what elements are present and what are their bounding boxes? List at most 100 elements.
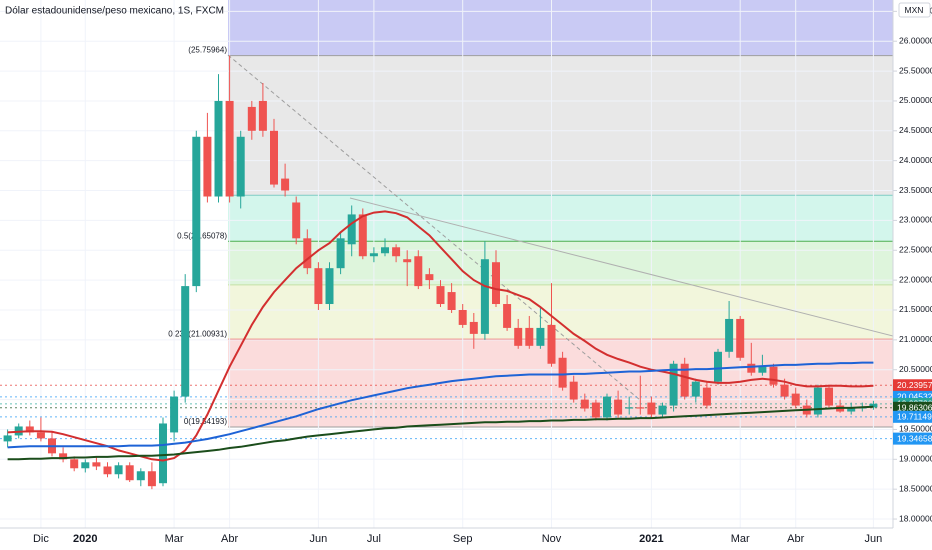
candle-body [591, 402, 600, 418]
x-tick-label: 2021 [639, 533, 663, 545]
candle-body [258, 100, 267, 131]
candle-body [514, 327, 523, 346]
candle-body [181, 286, 190, 397]
currency-box[interactable] [898, 2, 931, 18]
candle-body [747, 363, 756, 373]
fib-label: 0.236(21.00931) [168, 329, 227, 338]
fib-zones: (25.75964) 0.5(22.65078) 0.236(21.00931) 0(… [168, 0, 893, 428]
price-label-box [893, 410, 932, 423]
y-tick-label: 26.00000 [899, 35, 932, 45]
candle-body [192, 136, 201, 287]
moving-average [7, 405, 874, 461]
y-tick-label: 21.00000 [899, 334, 932, 344]
candle-body [114, 465, 123, 475]
moving-average [7, 361, 874, 449]
x-tick-label: Dic [33, 533, 49, 545]
y-tick-label: 24.00000 [899, 155, 932, 165]
moving-average [7, 210, 874, 462]
price-label-box [893, 432, 932, 445]
price-label-box [893, 379, 932, 392]
candle-body [3, 435, 12, 442]
candle-body [580, 399, 589, 409]
candle-body [314, 268, 323, 305]
candle-body [247, 106, 256, 131]
candle-body [347, 214, 356, 245]
price-label: 20.04532 [897, 392, 932, 402]
candle-body [159, 423, 167, 484]
candle-body [70, 459, 79, 469]
candle-body [136, 471, 145, 481]
fib-label: (25.75964) [188, 46, 227, 55]
candle-body [691, 381, 700, 397]
candle-body [425, 274, 434, 281]
y-tick-label: 25.00000 [899, 95, 932, 105]
y-tick-label: 18.00000 [899, 513, 932, 523]
plot-area [0, 54, 893, 490]
fib-zone [228, 195, 893, 242]
x-tick-label: Mar [165, 533, 184, 545]
candle-body [658, 405, 667, 415]
candle-body [825, 387, 833, 406]
candle-body [492, 262, 500, 305]
candle-body [536, 327, 545, 346]
candle-body [414, 256, 423, 287]
chart-title: Dólar estadounidense/peso mexicano, 1S, … [5, 6, 224, 17]
candle-body [736, 318, 745, 358]
candle-body [791, 393, 800, 406]
candle-body [525, 327, 534, 346]
candle-body [36, 432, 45, 439]
fib-zone [228, 55, 893, 196]
candle-body [469, 321, 478, 334]
candle-body [669, 363, 678, 406]
candle-body [869, 403, 878, 408]
candle-body [403, 259, 412, 263]
price-label: 19.86306 [897, 403, 932, 413]
price-label: 19.34658 [897, 433, 932, 443]
candle-body [59, 453, 68, 460]
x-tick-label: Mar [731, 533, 750, 545]
candle-body [303, 238, 312, 269]
candle-body [480, 259, 489, 334]
candle-body [569, 381, 578, 400]
y-tick-label: 22.50000 [899, 245, 932, 255]
x-tick-label: Jun [865, 533, 883, 545]
candle-body [847, 408, 856, 412]
candle-body [369, 253, 378, 257]
candle-body [292, 202, 301, 239]
candle-body [125, 465, 134, 481]
trend-line [227, 54, 641, 401]
candle-body [547, 324, 556, 364]
candle-body [214, 100, 223, 197]
candle-body [680, 363, 689, 397]
fib-label: 0(19.54193) [184, 417, 227, 426]
candle-body [236, 136, 245, 197]
trend-line [349, 197, 893, 337]
currency-label[interactable]: MXN [905, 5, 924, 15]
price-label-box [893, 401, 932, 414]
candle-body [92, 462, 101, 467]
candle-body [270, 130, 278, 185]
candle-body [147, 471, 156, 487]
candle-body [503, 304, 512, 328]
candle-body [325, 268, 334, 305]
candle-body [636, 407, 645, 409]
y-tick-label: 23.00000 [899, 215, 932, 225]
x-tick-label: Jun [310, 533, 328, 545]
y-tick-label: 24.50000 [899, 125, 932, 135]
x-tick-label: Abr [787, 533, 804, 545]
y-tick-label: 19.00000 [899, 454, 932, 464]
candle-body [358, 214, 367, 257]
candle-body [381, 247, 389, 254]
y-tick-label: 22.00000 [899, 274, 932, 284]
candle-body [336, 238, 345, 269]
candle-body [725, 318, 734, 352]
price-label: 19.71149 [897, 412, 932, 422]
candle-body [714, 351, 722, 382]
candle-body [25, 426, 34, 433]
fib-label: 0.5(22.65078) [177, 231, 227, 240]
grid [0, 0, 893, 528]
candle-body [603, 396, 611, 418]
candle-body [170, 396, 179, 433]
candle-body [769, 366, 778, 385]
candle-body [203, 136, 212, 197]
